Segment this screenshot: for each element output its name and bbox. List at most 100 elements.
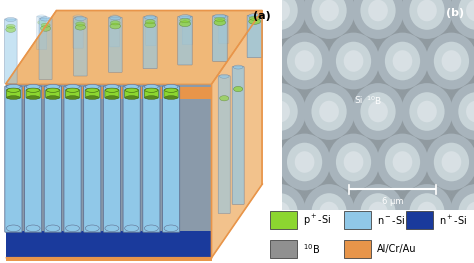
- Ellipse shape: [109, 16, 121, 20]
- Ellipse shape: [144, 15, 156, 19]
- FancyBboxPatch shape: [144, 90, 158, 98]
- Circle shape: [434, 143, 469, 181]
- Circle shape: [360, 0, 396, 30]
- FancyBboxPatch shape: [25, 86, 42, 232]
- FancyBboxPatch shape: [105, 90, 119, 98]
- Circle shape: [311, 0, 346, 30]
- Ellipse shape: [145, 20, 155, 24]
- Circle shape: [213, 92, 249, 131]
- Circle shape: [221, 0, 241, 21]
- FancyBboxPatch shape: [123, 86, 140, 232]
- Circle shape: [279, 235, 330, 263]
- Circle shape: [324, 28, 383, 94]
- Circle shape: [401, 184, 453, 241]
- Circle shape: [213, 193, 249, 232]
- Ellipse shape: [41, 23, 50, 27]
- Circle shape: [426, 33, 474, 89]
- Circle shape: [422, 129, 474, 195]
- Circle shape: [426, 235, 474, 263]
- Circle shape: [221, 101, 241, 122]
- Circle shape: [238, 244, 273, 263]
- Circle shape: [410, 92, 445, 131]
- Circle shape: [311, 193, 346, 232]
- Ellipse shape: [6, 24, 15, 28]
- Ellipse shape: [6, 27, 16, 32]
- FancyBboxPatch shape: [109, 17, 122, 72]
- Circle shape: [275, 230, 334, 263]
- Circle shape: [458, 92, 474, 131]
- Circle shape: [348, 180, 408, 245]
- Bar: [344, 211, 371, 229]
- Ellipse shape: [7, 225, 20, 232]
- Ellipse shape: [145, 96, 158, 99]
- Ellipse shape: [183, 19, 191, 23]
- Circle shape: [336, 42, 371, 80]
- Ellipse shape: [219, 74, 229, 78]
- Ellipse shape: [37, 15, 46, 18]
- Ellipse shape: [147, 19, 155, 24]
- Circle shape: [397, 0, 457, 43]
- Circle shape: [213, 0, 249, 30]
- Circle shape: [426, 134, 474, 190]
- Ellipse shape: [65, 225, 80, 232]
- Ellipse shape: [145, 22, 155, 28]
- Circle shape: [246, 151, 265, 173]
- Circle shape: [397, 180, 457, 245]
- Circle shape: [376, 235, 428, 263]
- Circle shape: [348, 0, 408, 43]
- Circle shape: [471, 230, 474, 263]
- Text: Si: Si: [354, 97, 363, 105]
- Ellipse shape: [249, 18, 261, 24]
- FancyBboxPatch shape: [4, 19, 17, 83]
- Ellipse shape: [40, 17, 51, 21]
- Ellipse shape: [37, 20, 46, 24]
- Ellipse shape: [105, 225, 119, 232]
- Circle shape: [324, 129, 383, 195]
- Circle shape: [336, 244, 371, 263]
- Circle shape: [392, 151, 412, 173]
- Circle shape: [410, 193, 445, 232]
- FancyBboxPatch shape: [73, 16, 83, 48]
- Ellipse shape: [66, 96, 79, 99]
- Polygon shape: [6, 11, 262, 84]
- Circle shape: [295, 50, 314, 72]
- Circle shape: [270, 202, 290, 223]
- FancyBboxPatch shape: [64, 86, 81, 232]
- Text: (a): (a): [254, 11, 271, 21]
- Ellipse shape: [46, 225, 60, 232]
- Circle shape: [226, 230, 285, 263]
- Circle shape: [238, 143, 273, 181]
- Ellipse shape: [219, 15, 228, 18]
- FancyBboxPatch shape: [163, 86, 180, 232]
- FancyBboxPatch shape: [36, 16, 47, 49]
- Circle shape: [471, 28, 474, 94]
- Ellipse shape: [110, 15, 119, 18]
- Circle shape: [238, 42, 273, 80]
- Circle shape: [450, 184, 474, 241]
- Circle shape: [446, 79, 474, 144]
- Circle shape: [270, 101, 290, 122]
- FancyBboxPatch shape: [125, 90, 139, 98]
- Circle shape: [299, 79, 359, 144]
- Ellipse shape: [219, 96, 229, 101]
- Circle shape: [254, 184, 306, 241]
- FancyBboxPatch shape: [232, 67, 244, 204]
- Circle shape: [422, 28, 474, 94]
- Bar: [6, 87, 211, 99]
- Ellipse shape: [26, 225, 40, 232]
- Circle shape: [446, 180, 474, 245]
- Circle shape: [401, 0, 453, 39]
- Circle shape: [352, 83, 404, 140]
- Ellipse shape: [164, 84, 178, 89]
- Polygon shape: [211, 11, 262, 258]
- Circle shape: [275, 28, 334, 94]
- Circle shape: [373, 129, 432, 195]
- Circle shape: [201, 0, 261, 43]
- Circle shape: [446, 0, 474, 43]
- Circle shape: [299, 180, 359, 245]
- Circle shape: [263, 0, 298, 30]
- Circle shape: [319, 0, 339, 21]
- Ellipse shape: [40, 26, 51, 31]
- Text: $^{10}$B: $^{10}$B: [303, 242, 320, 256]
- Ellipse shape: [146, 15, 155, 18]
